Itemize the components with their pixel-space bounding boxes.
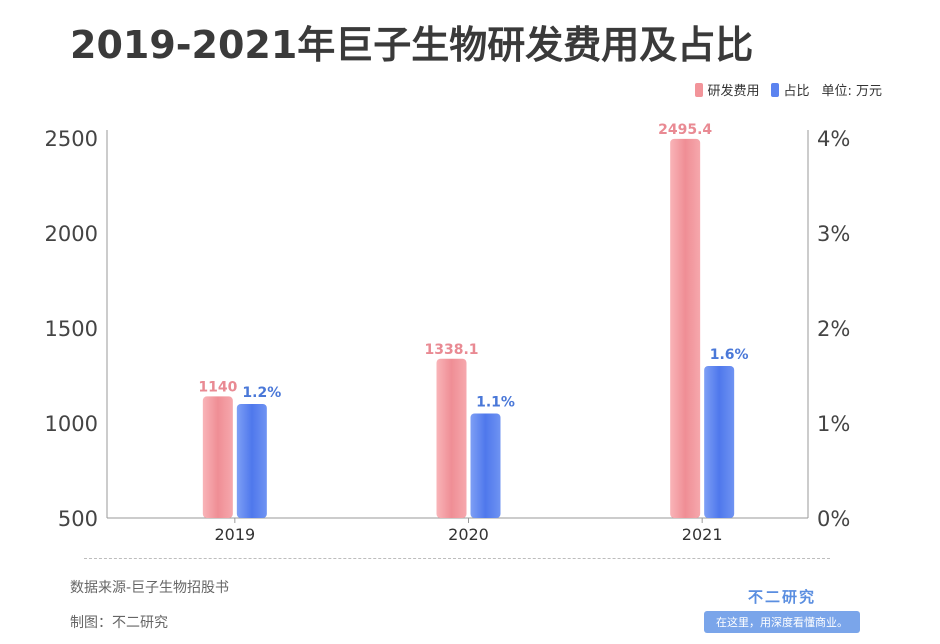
bar-ratio — [704, 366, 735, 518]
chart-maker: 制图：不二研究 — [70, 615, 168, 631]
bar-rd-expense — [670, 138, 701, 518]
y-left-tick-label: 2000 — [45, 222, 98, 246]
data-source: 数据来源-巨子生物招股书 — [70, 580, 230, 596]
y-right-tick-label: 1% — [817, 412, 850, 436]
bar-chart: 2500 2000 1500 1000 500 4% 3% 2% 1% 0% 2019 1140 1.2… — [45, 122, 851, 544]
bar-ratio — [470, 413, 501, 518]
y-left-tick-label: 2500 — [45, 127, 98, 151]
legend-item-rd-expense: 研发费用 — [695, 80, 759, 99]
y-left-tick-label: 1000 — [45, 412, 98, 436]
y-left-tick-label: 1500 — [45, 317, 98, 341]
footer-divider — [84, 558, 830, 559]
legend-swatch-rd-expense — [695, 82, 704, 97]
y-right-tick-label: 0% — [817, 507, 850, 531]
data-label-ratio: 1.2% — [242, 385, 281, 401]
brand-name: 不二研究 — [747, 588, 816, 606]
data-label-rd-expense: 1140 — [198, 379, 237, 395]
brand-block: 不二研究 在这里，用深度看懂商业。 — [704, 586, 860, 633]
data-label-rd-expense: 1338.1 — [424, 342, 478, 358]
data-label-rd-expense: 2495.4 — [658, 122, 712, 138]
chart-title: 2019-2021年巨子生物研发费用及占比 — [70, 23, 754, 67]
y-right-tick-label: 2% — [817, 317, 850, 341]
bar-ratio — [236, 404, 267, 518]
legend-item-ratio: 占比 — [771, 80, 809, 99]
y-right-tick-label: 4% — [817, 127, 850, 151]
legend: 研发费用 占比 单位: 万元 — [695, 80, 882, 99]
bar-rd-expense — [436, 358, 467, 518]
unit-label: 单位: 万元 — [821, 84, 882, 99]
legend-swatch-ratio — [771, 82, 780, 97]
legend-label-ratio: 占比 — [783, 84, 810, 99]
brand-slogan: 在这里，用深度看懂商业。 — [704, 611, 860, 633]
y-left-tick-label: 500 — [58, 507, 98, 531]
y-right-tick-label: 3% — [817, 222, 850, 246]
data-label-ratio: 1.6% — [710, 347, 749, 363]
x-tick-label: 2021 — [682, 525, 723, 544]
bar-rd-expense — [202, 396, 233, 518]
x-tick-label: 2019 — [214, 525, 255, 544]
legend-label-rd-expense: 研发费用 — [707, 84, 760, 99]
data-label-ratio: 1.1% — [476, 395, 515, 411]
x-tick-label: 2020 — [448, 525, 489, 544]
